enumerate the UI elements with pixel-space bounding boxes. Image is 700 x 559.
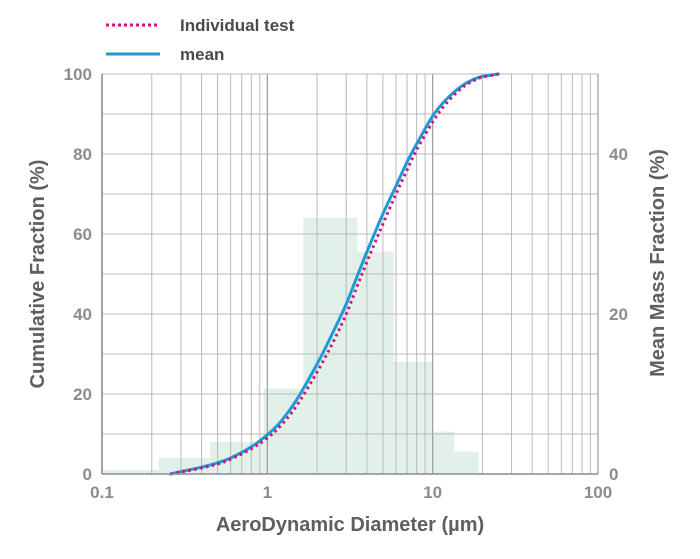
- y-tick-label: 60: [73, 225, 92, 244]
- histogram-bar-5: [357, 251, 394, 474]
- histogram-bar-0: [102, 470, 159, 474]
- y-tick-label: 80: [73, 145, 92, 164]
- series-lines: [169, 72, 500, 476]
- x-tick-label: 0.1: [90, 483, 114, 502]
- y2-tick-label: 40: [609, 145, 628, 164]
- y2-axis-title: Mean Mass Fraction (%): [647, 149, 669, 377]
- y2-tick-label: 20: [609, 305, 628, 324]
- y2-tick-label: 0: [609, 465, 618, 484]
- legend-label-individual-test: Individual test: [180, 16, 295, 35]
- y-tick-label: 0: [83, 465, 92, 484]
- histogram-bar-7: [432, 431, 455, 474]
- legend-label-mean: mean: [180, 45, 224, 64]
- x-tick-label: 100: [584, 483, 612, 502]
- y-tick-label: 40: [73, 305, 92, 324]
- histogram-bar-8: [454, 451, 479, 474]
- x-tick-label: 10: [423, 483, 442, 502]
- y-tick-label: 100: [64, 65, 92, 84]
- y-tick-label: 20: [73, 385, 92, 404]
- x-axis-title: AeroDynamic Diameter (µm): [216, 514, 484, 536]
- histogram-bar-6: [393, 362, 433, 474]
- mass-fraction-histogram: [102, 218, 479, 474]
- series-line-individual-test: [170, 72, 499, 476]
- y-axis-title: Cumulative Fraction (%): [27, 160, 49, 389]
- histogram-bar-1: [158, 458, 210, 474]
- histogram-bar-2: [209, 442, 264, 474]
- x-tick-label: 1: [263, 483, 272, 502]
- legend: Individual test mean: [106, 16, 295, 64]
